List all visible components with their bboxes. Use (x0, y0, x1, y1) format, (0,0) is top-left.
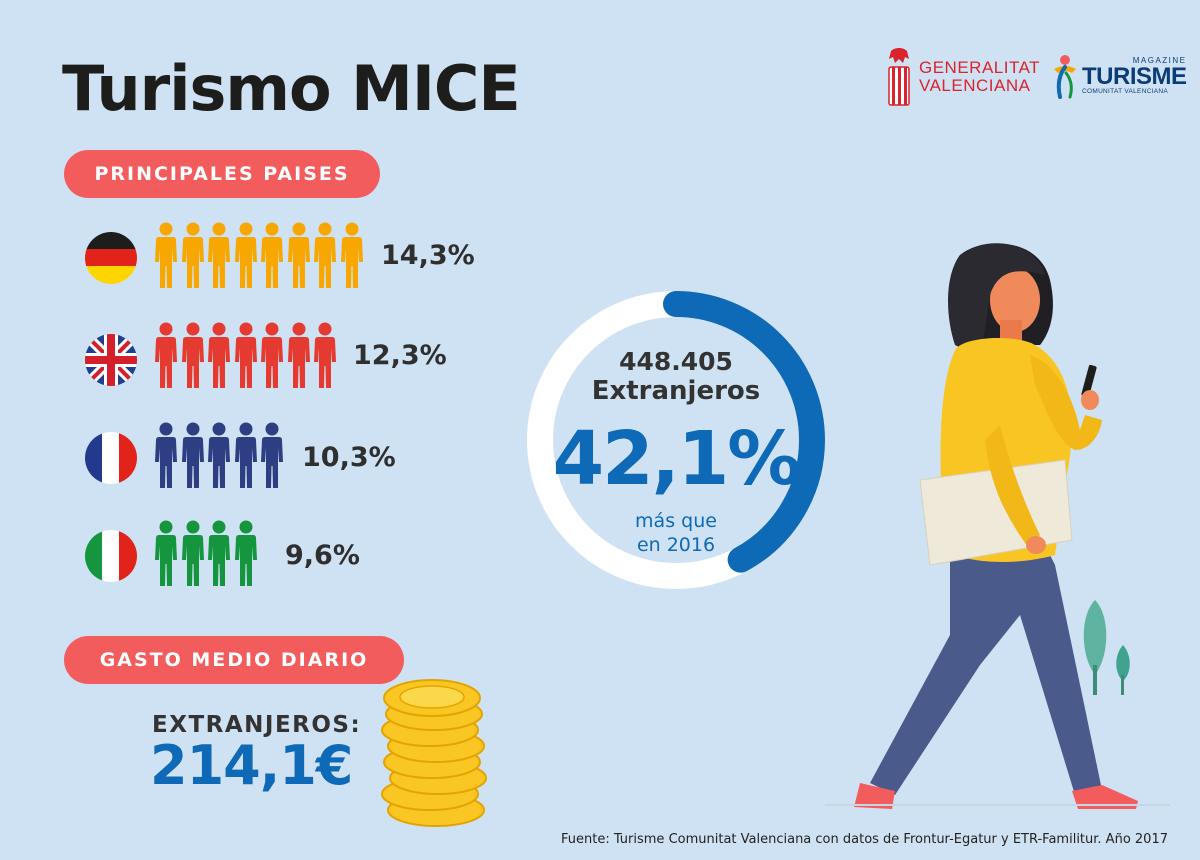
spending-section-badge: GASTO MEDIO DIARIO (64, 636, 404, 684)
person-icon (340, 222, 363, 288)
person-icon (314, 322, 336, 388)
foreigners-ring-chart (520, 284, 832, 596)
turisme-magazine-word: MAGAZINE (1132, 55, 1187, 65)
person-icon (234, 322, 257, 388)
person-icon (234, 422, 257, 488)
turisme-magazine-logo: MAGAZINE TURISME COMUNITAT VALENCIANA (1052, 48, 1187, 104)
person-icon (181, 520, 204, 586)
person-icon (181, 322, 204, 388)
country-percentage: 14,3% (381, 240, 475, 271)
turisme-figure-icon (1054, 55, 1076, 99)
person-icon (261, 422, 283, 488)
person-icon (155, 520, 177, 586)
ring-progress-arc (527, 291, 825, 589)
person-icon (287, 222, 310, 288)
page-title: Turismo MICE (62, 52, 521, 125)
person-icon (181, 422, 204, 488)
people-row (153, 422, 286, 490)
country-percentage: 10,3% (302, 442, 396, 473)
source-footnote: Fuente: Turisme Comunitat Valenciana con… (560, 832, 1168, 847)
person-icon (208, 322, 230, 388)
generalitat-logo: GENERALITAT VALENCIANA (885, 46, 1040, 108)
person-icon (181, 222, 204, 288)
foreigners-label: Extranjeros (591, 376, 761, 406)
countries-section-badge: PRINCIPALES PAISES (64, 150, 380, 198)
generalitat-line2: VALENCIANA (919, 76, 1031, 95)
person-icon (208, 520, 230, 586)
growth-percentage: 42,1% (552, 416, 802, 502)
generalitat-emblem-icon (888, 48, 910, 106)
person-icon (208, 222, 230, 288)
person-icon (261, 322, 283, 388)
people-row (153, 222, 365, 290)
growth-note-line1: más que (635, 510, 717, 532)
turisme-name: TURISME (1082, 62, 1187, 90)
spending-value: 214,1€ (150, 734, 353, 797)
person-icon (155, 222, 177, 288)
generalitat-line1: GENERALITAT (919, 58, 1041, 77)
country-percentage: 9,6% (285, 540, 360, 571)
uk-flag-icon (85, 334, 137, 386)
ground-line (825, 804, 1170, 806)
foreigners-count: 448.405 (619, 347, 733, 376)
person-icon (287, 322, 310, 388)
turisme-region: COMUNITAT VALENCIANA (1082, 87, 1169, 95)
spending-label: EXTRANJEROS: (152, 712, 362, 738)
person-icon (314, 222, 336, 288)
country-percentage: 12,3% (353, 340, 447, 371)
people-row (153, 520, 259, 588)
person-icon (155, 422, 177, 488)
people-row (153, 322, 339, 390)
person-icon (155, 322, 177, 388)
ring-center-text: 448.405 Extranjeros 42,1% más que en 201… (520, 284, 832, 596)
italy-flag-icon (85, 530, 137, 582)
person-icon (208, 422, 230, 488)
germany-flag-icon (85, 232, 137, 284)
coin-stack-icon (380, 670, 490, 830)
growth-note-line2: en 2016 (636, 534, 716, 556)
france-flag-icon (85, 432, 137, 484)
person-icon (234, 520, 257, 586)
walking-woman-illustration (840, 235, 1160, 815)
person-icon (261, 222, 283, 288)
person-icon (234, 222, 257, 288)
